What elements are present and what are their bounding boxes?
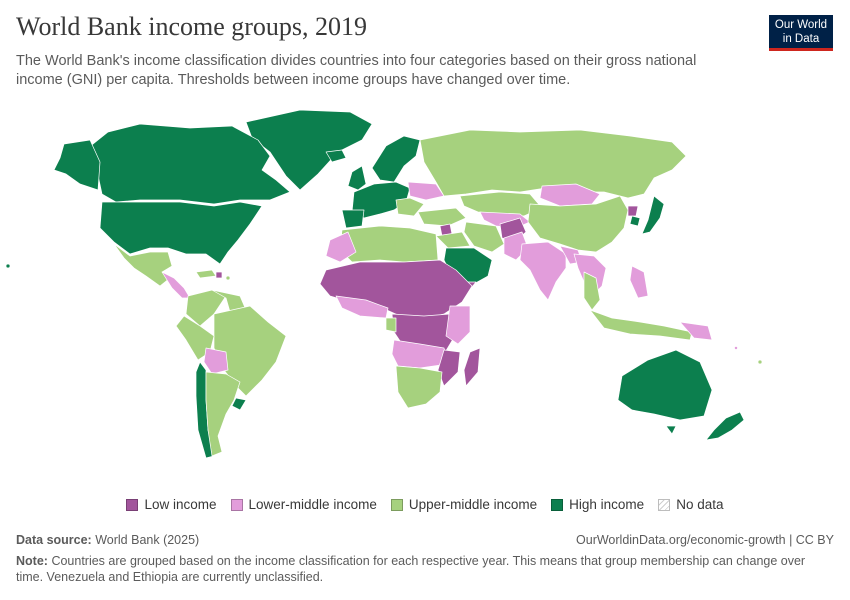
- region-tasmania[interactable]: [665, 425, 677, 435]
- region-uk-ireland[interactable]: [347, 165, 367, 191]
- region-philippines[interactable]: [629, 265, 649, 299]
- legend-swatch-high-income: [551, 498, 564, 511]
- region-north-africa[interactable]: [339, 225, 439, 263]
- region-thailand-malaysia[interactable]: [583, 271, 601, 311]
- region-mozambique-malawi[interactable]: [437, 349, 461, 387]
- map-legend: Low income Lower-middle income Upper-mid…: [0, 497, 850, 512]
- source-label: Data source:: [16, 533, 92, 547]
- note-label: Note:: [16, 554, 48, 568]
- legend-label-lower-middle-income: Lower-middle income: [248, 497, 377, 512]
- region-japan[interactable]: [641, 195, 665, 235]
- footer-note: Note: Countries are grouped based on the…: [16, 553, 806, 585]
- region-ukraine-moldova[interactable]: [407, 181, 445, 201]
- region-iceland[interactable]: [325, 149, 347, 163]
- region-australia[interactable]: [617, 349, 713, 421]
- region-peru[interactable]: [175, 315, 215, 361]
- owid-logo[interactable]: Our World in Data: [769, 15, 833, 51]
- region-fiji[interactable]: [757, 359, 763, 365]
- region-haiti[interactable]: [215, 271, 223, 279]
- logo-line-2: in Data: [782, 33, 820, 45]
- region-north-korea[interactable]: [627, 205, 639, 217]
- legend-item-upper-middle-income[interactable]: Upper-middle income: [390, 497, 538, 512]
- legend-label-low-income: Low income: [144, 497, 217, 512]
- region-east-africa[interactable]: [445, 305, 471, 345]
- region-russia[interactable]: [419, 129, 687, 199]
- region-gabon[interactable]: [385, 317, 397, 333]
- region-kazakhstan[interactable]: [459, 191, 543, 217]
- legend-swatch-low-income: [126, 498, 139, 511]
- chart-subtitle: The World Bank's income classification d…: [16, 53, 697, 88]
- region-morocco-egypt[interactable]: [325, 231, 357, 263]
- legend-item-no-data[interactable]: No data: [658, 497, 724, 512]
- region-southern-africa[interactable]: [395, 365, 443, 409]
- region-pacific-islands[interactable]: [734, 346, 738, 350]
- region-belarus-balkans[interactable]: [395, 197, 425, 217]
- legend-label-upper-middle-income: Upper-middle income: [408, 497, 538, 512]
- region-hawaii[interactable]: [5, 263, 11, 269]
- region-central-america[interactable]: [161, 271, 191, 299]
- region-angola-zambia[interactable]: [391, 339, 449, 369]
- region-argentina[interactable]: [205, 371, 241, 457]
- world-map: [5, 109, 763, 459]
- region-turkey[interactable]: [417, 207, 467, 227]
- data-source: Data source: World Bank (2025): [16, 533, 199, 547]
- region-india[interactable]: [519, 241, 567, 301]
- region-usa[interactable]: [99, 201, 263, 265]
- legend-item-high-income[interactable]: High income: [551, 497, 644, 512]
- legend-swatch-no-data: [658, 498, 671, 511]
- region-china[interactable]: [527, 195, 629, 253]
- region-iberia[interactable]: [341, 209, 365, 229]
- legend-item-lower-middle-income[interactable]: Lower-middle income: [230, 497, 377, 512]
- region-png[interactable]: [679, 321, 713, 341]
- region-scandinavia[interactable]: [371, 135, 421, 183]
- region-iran[interactable]: [463, 221, 505, 253]
- chart-title: World Bank income groups, 2019: [16, 12, 368, 41]
- region-madagascar[interactable]: [463, 347, 481, 387]
- source-link[interactable]: World Bank (2025): [95, 533, 200, 547]
- legend-label-no-data: No data: [676, 497, 724, 512]
- region-bolivia[interactable]: [203, 347, 229, 375]
- region-south-korea[interactable]: [629, 215, 641, 227]
- region-uruguay[interactable]: [231, 397, 247, 411]
- footer-url-link[interactable]: OurWorldinData.org/economic-growth | CC …: [576, 533, 834, 547]
- note-text: Countries are grouped based on the incom…: [16, 554, 806, 584]
- logo-line-1: Our World: [774, 19, 828, 31]
- legend-label-high-income: High income: [569, 497, 645, 512]
- region-caribbean-islands[interactable]: [225, 275, 231, 281]
- region-canada[interactable]: [87, 123, 291, 205]
- region-greenland[interactable]: [245, 109, 373, 191]
- legend-item-low-income[interactable]: Low income: [126, 497, 217, 512]
- region-iraq-jordan[interactable]: [435, 231, 471, 249]
- region-indonesia[interactable]: [589, 309, 693, 341]
- region-alaska[interactable]: [53, 139, 101, 191]
- region-new-zealand[interactable]: [705, 411, 745, 441]
- region-caribbean[interactable]: [195, 269, 217, 279]
- legend-swatch-lower-middle-income: [230, 498, 243, 511]
- legend-swatch-upper-middle-income: [390, 498, 403, 511]
